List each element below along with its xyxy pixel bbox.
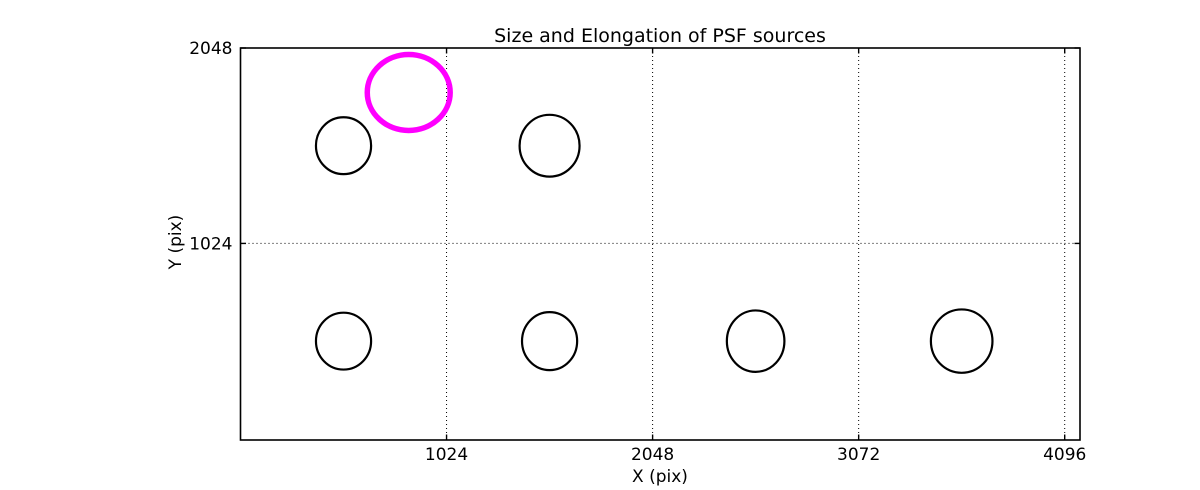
y-axis-label: Y (pix) <box>166 214 186 270</box>
psf-source-ellipse <box>725 309 786 373</box>
x-tick-label: 4096 <box>1043 445 1086 465</box>
x-tick-label: 3072 <box>837 445 880 465</box>
psf-source-ellipse <box>518 113 581 178</box>
x-tick-label: 2048 <box>631 445 674 465</box>
x-tick-label: 1024 <box>425 445 468 465</box>
psf-source-ellipse <box>520 311 579 372</box>
chart-title: Size and Elongation of PSF sources <box>494 25 826 47</box>
psf-source-ellipse-flagged <box>364 51 453 134</box>
y-tick-label: 2048 <box>189 39 232 59</box>
psf-source-ellipse <box>314 116 373 176</box>
x-axis-label: X (pix) <box>632 467 688 487</box>
y-tick-label: 1024 <box>189 234 232 254</box>
axes-spines <box>239 47 1081 441</box>
psf-source-ellipse <box>314 311 373 371</box>
psf-source-ellipse <box>929 308 994 374</box>
